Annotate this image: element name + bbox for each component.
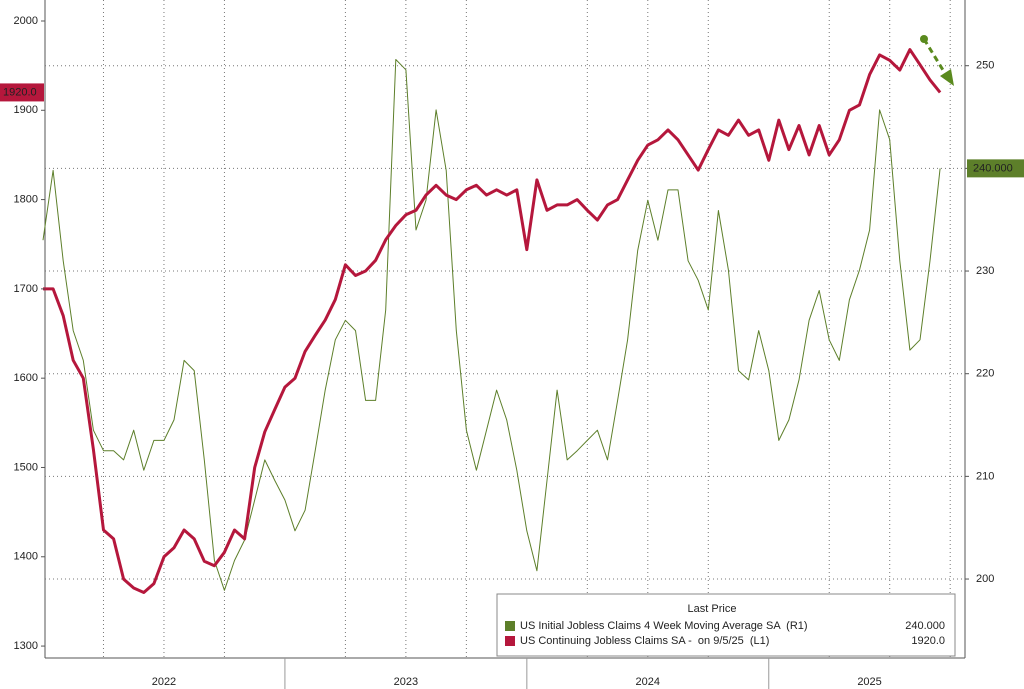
legend-value: 240.000 bbox=[905, 620, 945, 632]
last-value-tag-label: 240.000 bbox=[973, 162, 1013, 174]
annotation-arrow bbox=[920, 35, 954, 86]
y-tick-label: 1400 bbox=[14, 551, 38, 563]
y-tick-label: 1800 bbox=[14, 193, 38, 205]
y2-tick-label: 250 bbox=[976, 60, 994, 72]
y-tick-label: 1900 bbox=[14, 104, 38, 116]
plot bbox=[42, 48, 942, 594]
y2-tick-label: 200 bbox=[976, 573, 994, 585]
legend-label: US Continuing Jobless Claims SA - on 9/5… bbox=[520, 635, 769, 647]
legend-swatch bbox=[505, 621, 515, 631]
x-tick-label: 2022 bbox=[152, 676, 176, 688]
y-tick-label: 2000 bbox=[14, 15, 38, 27]
y-tick-label: 1500 bbox=[14, 461, 38, 473]
y-tick-label: 1700 bbox=[14, 283, 38, 295]
y2-tick-label: 220 bbox=[976, 368, 994, 380]
y-tick-label: 1300 bbox=[14, 640, 38, 652]
legend: Last Price US Initial Jobless Claims 4 W… bbox=[496, 593, 956, 657]
y-tick-label: 1600 bbox=[14, 372, 38, 384]
legend-value: 1920.0 bbox=[911, 635, 945, 647]
x-tick-label: 2024 bbox=[636, 676, 660, 688]
legend-box bbox=[496, 593, 956, 657]
y2-tick-label: 210 bbox=[976, 470, 994, 482]
last-value-tag-label: 1920.0 bbox=[3, 86, 37, 98]
last-value-tag bbox=[967, 159, 1024, 178]
legend-label: US Initial Jobless Claims 4 Week Moving … bbox=[520, 620, 808, 632]
series-line bbox=[43, 48, 942, 594]
y2-tick-label: 230 bbox=[976, 265, 994, 277]
last-value-tag bbox=[0, 83, 44, 102]
legend-title: Last Price bbox=[688, 603, 737, 615]
series-line bbox=[42, 59, 941, 591]
legend-swatch bbox=[505, 636, 515, 646]
x-tick-label: 2025 bbox=[857, 676, 881, 688]
grid bbox=[45, 0, 965, 658]
x-tick-label: 2023 bbox=[394, 676, 418, 688]
